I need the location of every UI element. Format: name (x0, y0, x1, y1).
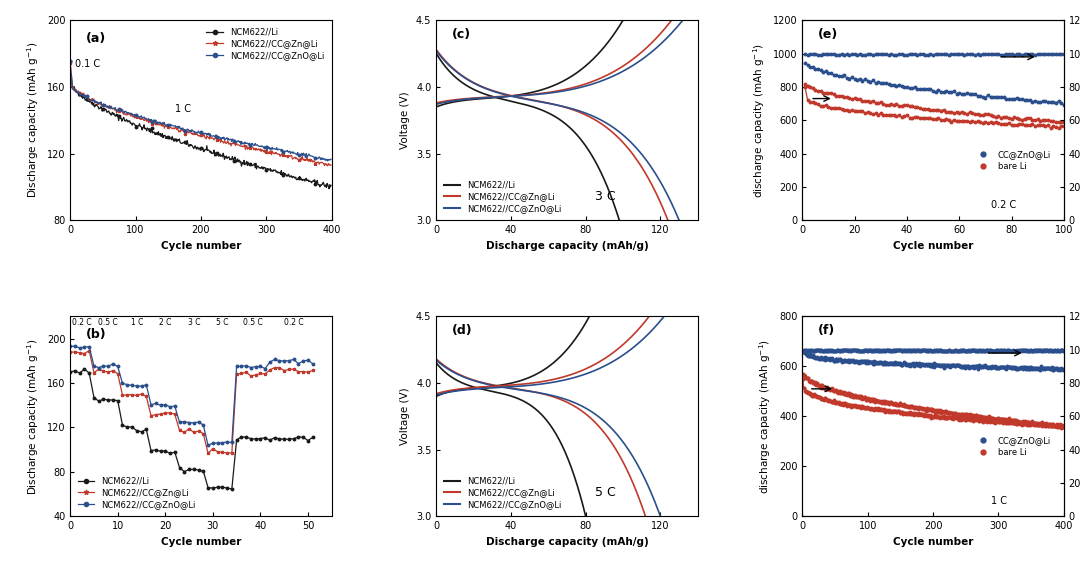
Text: 0.2 C: 0.2 C (284, 319, 303, 327)
Text: (e): (e) (818, 28, 838, 41)
Text: (a): (a) (86, 32, 106, 45)
Legend: NCM622//Li, NCM622//CC@Zn@Li, NCM622//CC@ZnO@Li: NCM622//Li, NCM622//CC@Zn@Li, NCM622//CC… (441, 178, 565, 216)
X-axis label: Cycle number: Cycle number (161, 537, 241, 547)
Text: 1 C: 1 C (175, 104, 191, 114)
X-axis label: Discharge capacity (mAh/g): Discharge capacity (mAh/g) (486, 537, 648, 547)
Y-axis label: Discharge capacity (mAh g$^{-1}$): Discharge capacity (mAh g$^{-1}$) (26, 338, 41, 494)
Text: 5 C: 5 C (216, 319, 229, 327)
Text: 0.2 C: 0.2 C (990, 200, 1016, 210)
X-axis label: Cycle number: Cycle number (161, 241, 241, 250)
Text: (b): (b) (86, 328, 107, 342)
Y-axis label: discharge capacity (mAh g$^{-1}$): discharge capacity (mAh g$^{-1}$) (757, 339, 773, 494)
Legend: NCM622//Li, NCM622//CC@Zn@Li, NCM622//CC@ZnO@Li: NCM622//Li, NCM622//CC@Zn@Li, NCM622//CC… (441, 474, 565, 512)
Text: 0.5 C: 0.5 C (98, 319, 118, 327)
Text: 3 C: 3 C (188, 319, 200, 327)
Legend: NCM622//Li, NCM622//CC@Zn@Li, NCM622//CC@ZnO@Li: NCM622//Li, NCM622//CC@Zn@Li, NCM622//CC… (75, 474, 199, 512)
Text: (d): (d) (451, 324, 473, 338)
Legend: CC@ZnO@Li, bare Li: CC@ZnO@Li, bare Li (971, 147, 1054, 174)
Y-axis label: discharge capacity (mAh g$^{-1}$): discharge capacity (mAh g$^{-1}$) (752, 43, 767, 198)
Text: (f): (f) (818, 324, 835, 338)
Y-axis label: Discharge capacity (mAh g$^{-1}$): Discharge capacity (mAh g$^{-1}$) (26, 42, 41, 198)
Legend: NCM622//Li, NCM622//CC@Zn@Li, NCM622//CC@ZnO@Li: NCM622//Li, NCM622//CC@Zn@Li, NCM622//CC… (203, 24, 327, 63)
Y-axis label: Voltage (V): Voltage (V) (401, 91, 410, 149)
Text: 5 C: 5 C (595, 486, 616, 500)
X-axis label: Discharge capacity (mAh/g): Discharge capacity (mAh/g) (486, 241, 648, 250)
Text: 0.1 C: 0.1 C (76, 59, 100, 69)
Text: 0.2 C: 0.2 C (72, 319, 92, 327)
Legend: CC@ZnO@Li, bare Li: CC@ZnO@Li, bare Li (971, 433, 1054, 460)
Text: (c): (c) (451, 28, 471, 41)
Text: 1 C: 1 C (990, 496, 1007, 507)
Text: 1 C: 1 C (131, 319, 143, 327)
X-axis label: Cycle number: Cycle number (893, 241, 973, 250)
Text: 3 C: 3 C (595, 190, 616, 203)
Text: 0.5 C: 0.5 C (243, 319, 264, 327)
X-axis label: Cycle number: Cycle number (893, 537, 973, 547)
Y-axis label: Voltage (V): Voltage (V) (401, 388, 410, 445)
Text: 2 C: 2 C (159, 319, 172, 327)
